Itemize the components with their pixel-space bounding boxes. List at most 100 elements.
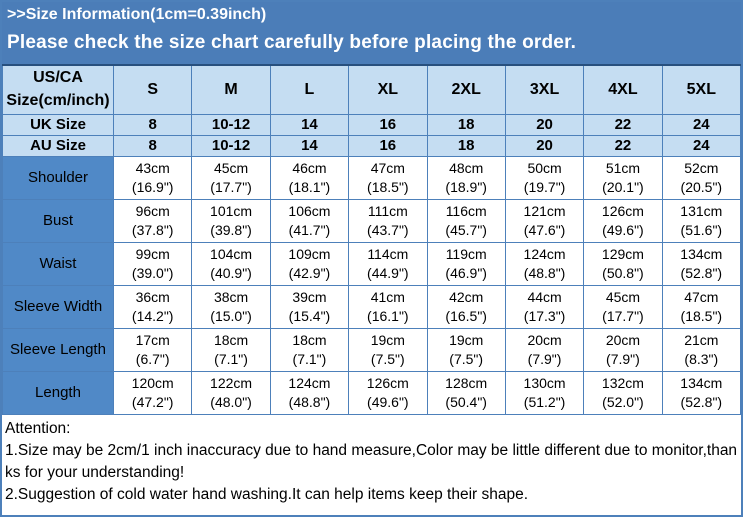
measurement-cm-line: 51cm [605,159,641,176]
measurement-inch-line: (39.8") [210,221,252,238]
measurement-cm-line: 45cm [213,159,249,176]
measurement-value-cell: 130cm (51.2") [504,370,585,415]
measurement-cm-line: 42cm [449,288,484,305]
measurement-inch-line: (17.7") [602,307,644,324]
measurement-value-cell: 120cm (47.2") [112,370,193,415]
size-value-cell: 16 [348,113,428,136]
size-column-header: XL [348,64,428,115]
measurement-inch-line: (52.8") [680,393,723,410]
size-info-banner: >>Size Information(1cm=0.39inch) Please … [2,2,741,64]
measurement-value-cell: 52cm (20.5") [661,155,741,200]
measurement-cm-line: 44cm [527,288,562,305]
corner-header-cell: US/CA Size(cm/inch) [2,64,114,115]
measurement-inch-line: (51.6") [680,221,723,238]
measurement-inch-line: (15.0") [210,307,252,324]
size-column-header: S [112,64,193,115]
measurement-value-cell: 134cm (52.8") [661,241,741,286]
measurement-cm-line: 114cm [367,245,409,262]
measurement-inch-line: (16.1") [367,307,409,324]
measurement-row-label: Shoulder [2,155,114,200]
measurement-cm-line: 46cm [292,159,327,176]
measurement-value-cell: 114cm (44.9") [348,241,428,286]
measurement-row-label: Sleeve Width [2,284,114,329]
measurement-inch-line: (49.6") [602,221,644,238]
measurement-inch-line: (51.2") [523,393,566,410]
measurement-inch-line: (39.0") [131,264,174,281]
measurement-value-cell: 96cm (37.8") [112,198,193,243]
size-value-cell: 22 [583,113,663,136]
measurement-value-cell: 45cm (17.7") [191,155,271,200]
measurement-value-cell: 109cm (42.9") [269,241,350,286]
measurement-inch-line: (18.5") [680,307,723,324]
measurement-value-cell: 132cm (52.0") [583,370,663,415]
measurement-inch-line: (50.8") [602,264,644,281]
measurement-cm-line: 104cm [210,245,253,262]
measurement-value-cell: 126cm (49.6") [583,198,663,243]
measurement-value-cell: 111cm (43.7") [348,198,428,243]
measurement-value-cell: 126cm (49.6") [348,370,428,415]
size-value-cell: 20 [504,113,585,136]
measurement-value-cell: 19cm (7.5") [348,327,428,372]
measurement-inch-line: (48.8") [288,393,331,410]
size-value-cell: 10-12 [191,113,271,136]
measurement-cm-line: 109cm [288,245,331,262]
measurement-cm-line: 48cm [449,159,484,176]
size-row: AU Size 8 10-12 14 16 18 20 22 24 [2,134,741,157]
measurement-row: Sleeve Width 36cm (14.2") 38cm (15.0") 39cm (1… [2,284,741,329]
measurement-value-cell: 20cm (7.9") [583,327,663,372]
measurement-cm-line: 128cm [445,374,488,391]
attention-section: Attention: 1.Size may be 2cm/1 inch inac… [2,415,741,506]
measurement-cm-line: 47cm [370,159,405,176]
measurement-cm-line: 131cm [680,202,723,219]
measurement-value-cell: 134cm (52.8") [661,370,741,415]
size-value-cell: 14 [269,134,350,157]
measurement-cm-line: 20cm [527,331,562,348]
measurement-cm-line: 126cm [366,374,409,391]
measurement-inch-line: (18.5") [367,178,409,195]
measurement-cm-line: 18cm [213,331,249,348]
measurement-cm-line: 121cm [523,202,566,219]
measurement-cm-line: 50cm [527,159,562,176]
measurement-cm-line: 99cm [135,245,170,262]
measurement-value-cell: 131cm (51.6") [661,198,741,243]
measurement-inch-line: (43.7") [367,221,409,238]
measurement-inch-line: (47.6") [523,221,566,238]
size-column-header: M [191,64,271,115]
measurement-value-cell: 47cm (18.5") [661,284,741,329]
measurement-cm-line: 124cm [288,374,331,391]
measurement-cm-line: 19cm [370,331,405,348]
measurement-cm-line: 122cm [210,374,253,391]
measurement-inch-line: (7.9") [527,350,562,367]
measurement-inch-line: (47.2") [131,393,174,410]
measurement-row-label: Bust [2,198,114,243]
measurement-value-cell: 124cm (48.8") [504,241,585,286]
measurement-value-cell: 101cm (39.8") [191,198,271,243]
measurement-inch-line: (16.9") [131,178,174,195]
measurement-inch-line: (41.7") [288,221,331,238]
measurement-row: Waist 99cm (39.0") 104cm (40.9") 109cm (42.9")… [2,241,741,286]
measurement-cm-line: 43cm [135,159,170,176]
measurement-inch-line: (20.5") [680,178,723,195]
size-value-cell: 14 [269,113,350,136]
measurement-inch-line: (7.1") [292,350,327,367]
size-row-label: AU Size [2,134,114,157]
size-column-header: 3XL [504,64,585,115]
measurement-cm-line: 101cm [210,202,253,219]
measurement-inch-line: (7.5") [370,350,405,367]
attention-note-2: 2.Suggestion of cold water hand washing.… [5,485,529,503]
measurement-inch-line: (19.7") [523,178,566,195]
measurement-value-cell: 18cm (7.1") [191,327,271,372]
measurement-cm-line: 17cm [135,331,170,348]
measurement-value-cell: 51cm (20.1") [583,155,663,200]
measurement-value-cell: 47cm (18.5") [348,155,428,200]
measurement-cm-line: 124cm [523,245,566,262]
measurement-value-cell: 121cm (47.6") [504,198,585,243]
size-value-cell: 10-12 [191,134,271,157]
measurement-inch-line: (17.7") [210,178,252,195]
size-row-label: UK Size [2,113,114,136]
measurement-inch-line: (52.8") [680,264,723,281]
measurement-value-cell: 106cm (41.7") [269,198,350,243]
size-column-header: 2XL [426,64,506,115]
measurement-cm-line: 52cm [684,159,719,176]
measurement-value-cell: 48cm (18.9") [426,155,506,200]
